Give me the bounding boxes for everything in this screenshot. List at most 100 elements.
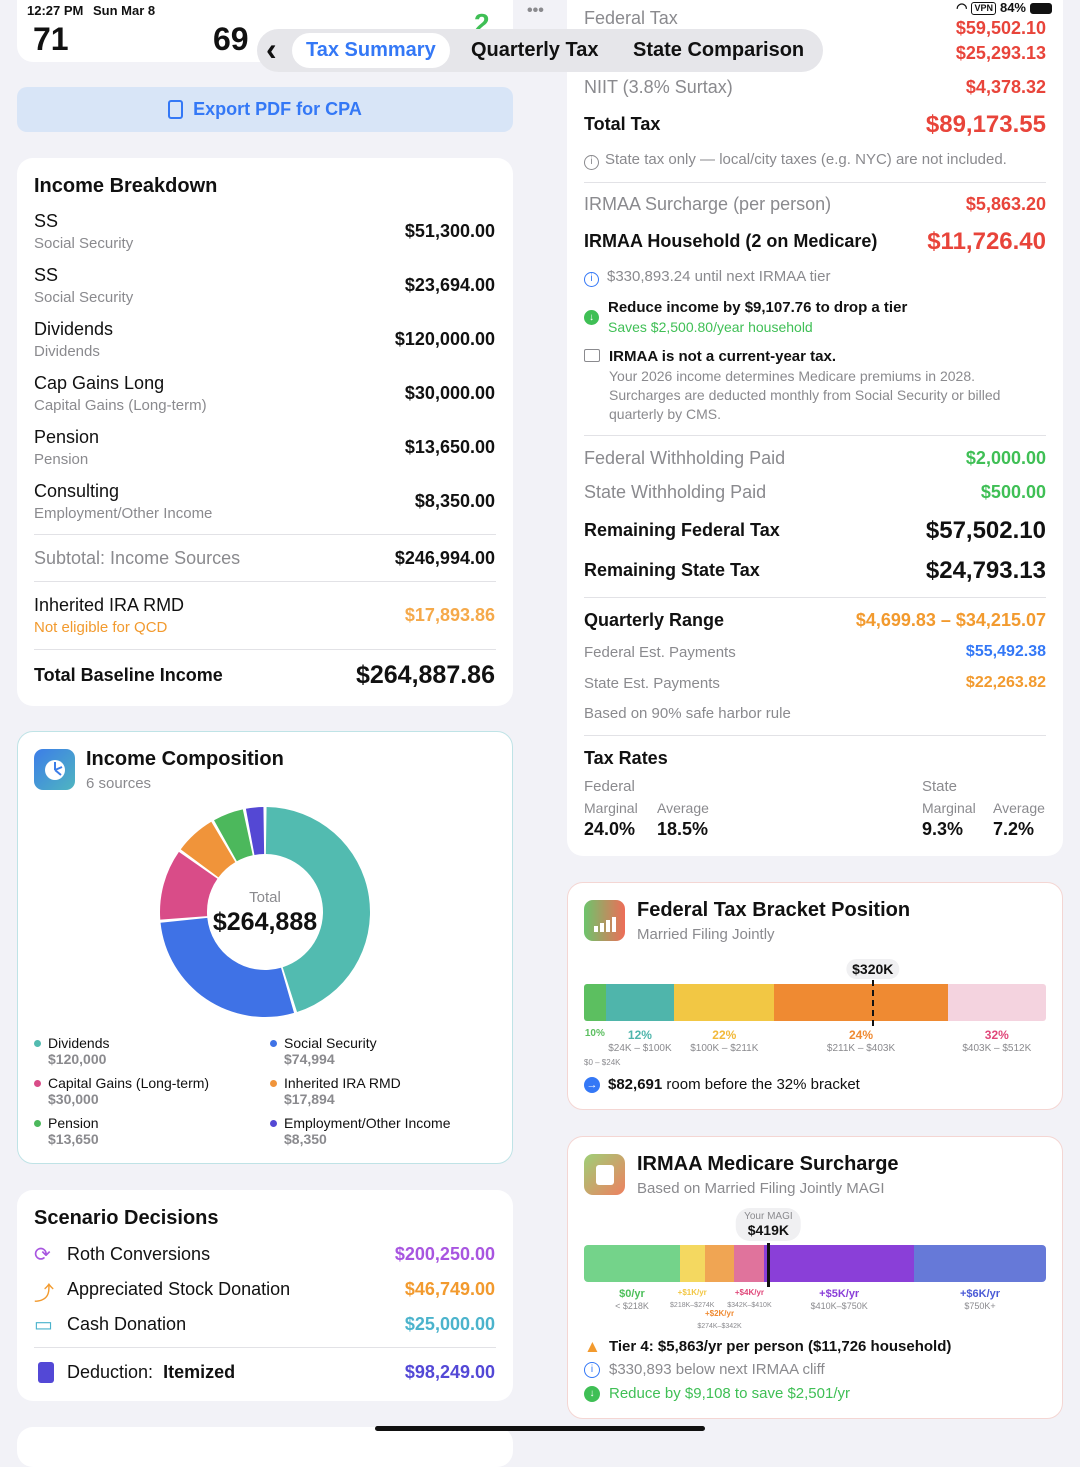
scenario-card: [17, 1190, 513, 1401]
donut-slice-capital-gains-long-term-: [160, 851, 218, 920]
state-withholding-value: $500.00: [980, 482, 1046, 502]
niit-label: NIIT (3.8% Surtax): [584, 77, 733, 97]
irmaa-tier-range: $410K–$750K: [810, 1301, 868, 1311]
donut-slice-social-security: [160, 917, 295, 1017]
income-item-type: Capital Gains (Long-term): [34, 397, 207, 414]
wifi-icon: ◠: [956, 0, 968, 15]
income-item-amount: $8,350.00: [414, 491, 495, 511]
bracket-segment: [947, 984, 1046, 1021]
status-date: Sun Mar 8: [93, 3, 156, 18]
irmaa-tier-segment: [734, 1245, 765, 1282]
irmaa-tier-surcharge: +$2K/yr: [704, 1309, 735, 1318]
info-icon: i: [584, 1362, 600, 1378]
bracket-segment: [584, 984, 606, 1021]
bracket-segment: [605, 984, 675, 1021]
total-baseline-value: $264,887.86: [355, 661, 495, 689]
divider: [584, 182, 1046, 183]
bracket-segment: [674, 984, 775, 1021]
total-baseline-label: Total Baseline Income: [34, 665, 223, 685]
federal-tax-value: $59,502.10: [955, 18, 1046, 38]
bar-chart-icon: [584, 900, 625, 941]
legend-dot: [270, 1040, 277, 1047]
next-tier-text: $330,893.24 until next IRMAA tier: [607, 268, 831, 285]
more-button[interactable]: •••: [527, 2, 544, 19]
legend-name: Capital Gains (Long-term): [48, 1075, 210, 1091]
donut-slice-employment-other-income: [245, 807, 265, 855]
subtotal-value: $246,994.00: [394, 548, 495, 568]
income-item-type: Employment/Other Income: [34, 505, 213, 522]
scenario-item-label: Cash Donation: [67, 1314, 187, 1334]
irmaa-tier-range: $274K–$342K: [697, 1323, 742, 1330]
room-note: $82,691 room before the 32% bracket: [608, 1076, 860, 1093]
tier-note: Tier 4: $5,863/yr per person ($11,726 ho…: [609, 1338, 952, 1355]
deduction-doc-icon: [38, 1362, 54, 1383]
irmaa-label: IRMAA Surcharge (per person): [584, 194, 832, 214]
legend-item: Pension $13,650: [34, 1115, 99, 1147]
export-pdf-button[interactable]: Export PDF for CPA: [17, 87, 513, 132]
scenario-item-label: Appreciated Stock Donation: [67, 1279, 291, 1299]
federal-tax-label: Federal Tax: [584, 8, 678, 28]
bracket-subtitle: Married Filing Jointly: [637, 926, 775, 943]
fed-withholding-label: Federal Withholding Paid: [584, 448, 786, 468]
donut-slice-pension: [214, 809, 253, 862]
legend-item: Capital Gains (Long-term) $30,000: [34, 1075, 210, 1107]
state-est-label: State Est. Payments: [584, 675, 720, 692]
bracket-bar: [584, 984, 1046, 1021]
tab-state-comparison[interactable]: State Comparison: [633, 39, 805, 61]
tab-quarterly-tax[interactable]: Quarterly Tax: [471, 39, 599, 61]
irmaa-tier-segment: [914, 1245, 1046, 1282]
battery-percent: 84%: [999, 0, 1026, 15]
irmaa-tier-surcharge: $0/yr: [619, 1288, 645, 1300]
legend-dot: [270, 1080, 277, 1087]
fed-marginal-label: Marginal: [584, 800, 638, 816]
bracket-range: $0 – $24K: [584, 1058, 621, 1067]
state-note: i State tax only — local/city taxes (e.g.…: [584, 151, 1007, 170]
donut-center-label: Total: [249, 889, 281, 906]
income-item-name: SS: [34, 211, 59, 231]
magi-label: Your MAGI: [744, 1211, 793, 1222]
legend-name: Dividends: [48, 1035, 110, 1051]
irmaa-tier-surcharge: +$5K/yr: [819, 1288, 860, 1300]
niit-value: $4,378.32: [965, 77, 1046, 97]
pie-chart-icon: [34, 749, 75, 790]
status-time: 12:27 PM: [27, 3, 84, 18]
rmd-note: Not eligible for QCD: [34, 619, 168, 636]
not-current-line-1: Your 2026 income determines Medicare pre…: [609, 368, 976, 384]
bracket-segment: [774, 984, 948, 1021]
deduction-row: Deduction: Itemized: [67, 1362, 235, 1383]
state-tax-value: $25,293.13: [955, 43, 1046, 63]
cliff-note: $330,893 below next IRMAA cliff: [609, 1361, 825, 1378]
remaining-fed-label: Remaining Federal Tax: [584, 520, 780, 540]
fed-marginal-value: 24.0%: [584, 819, 636, 839]
calendar-clock-icon: [584, 349, 600, 362]
roth-conversion-icon: ⟳: [34, 1244, 51, 1266]
divider: [584, 735, 1046, 736]
remaining-fed-value: $57,502.10: [925, 517, 1046, 544]
irmaa-tier-segment: [679, 1245, 705, 1282]
down-arrow-icon: ↓: [584, 310, 599, 325]
magi-marker: [767, 1243, 771, 1287]
next-card: [17, 1427, 513, 1467]
bracket-rate: 10%: [584, 1028, 605, 1039]
income-item-name: Consulting: [34, 481, 120, 501]
down-arrow-icon: ↓: [584, 1386, 600, 1402]
income-item-amount: $120,000.00: [394, 329, 495, 349]
income-donut-chart: [160, 807, 370, 1017]
income-item-amount: $51,300.00: [404, 221, 495, 241]
state-marginal-value: 9.3%: [922, 819, 964, 839]
irmaa-household-value: $11,726.40: [927, 228, 1046, 255]
scenario-item-label: Roth Conversions: [67, 1244, 211, 1264]
back-button[interactable]: ‹: [266, 31, 277, 67]
tab-tax-summary[interactable]: Tax Summary: [292, 33, 450, 68]
reduce-title: Reduce income by $9,107.76 to drop a tie…: [608, 299, 908, 316]
income-breakdown-title: Income Breakdown: [34, 175, 218, 197]
fed-average-label: Average: [657, 800, 709, 816]
banknote-icon: ▭: [34, 1314, 53, 1336]
quarterly-label: Quarterly Range: [584, 610, 725, 630]
irmaa-tier-surcharge: +$4K/yr: [734, 1288, 765, 1297]
state-average-label: Average: [993, 800, 1045, 816]
income-breakdown-card: [17, 158, 513, 706]
income-item-name: Cap Gains Long: [34, 373, 165, 393]
income-item-name: Pension: [34, 427, 100, 447]
document-icon: [168, 100, 184, 119]
